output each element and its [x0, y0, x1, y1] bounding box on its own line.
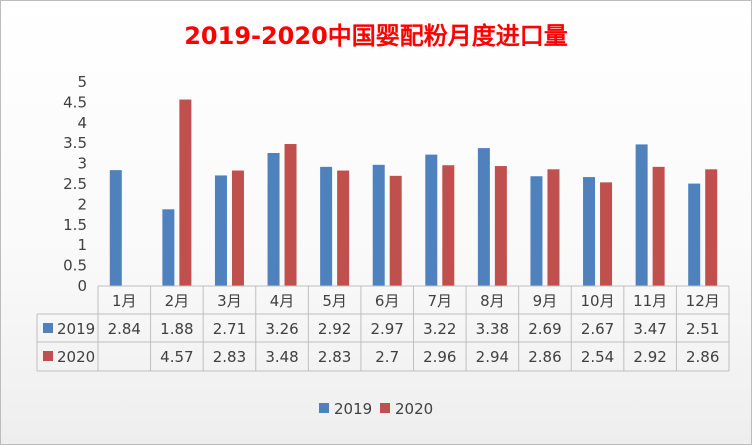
table-value-2019-0: 2.84 — [108, 320, 141, 338]
x-category-label-2: 3月 — [217, 292, 242, 310]
x-category-label-1: 2月 — [165, 292, 190, 310]
table-value-2020-1: 4.57 — [160, 348, 193, 366]
y-tick-label-10: 5 — [77, 73, 87, 91]
y-tick-label-9: 4.5 — [63, 93, 87, 111]
bar-2019-11 — [688, 183, 701, 286]
legend-key-2019 — [319, 403, 329, 413]
table-value-2019-7: 3.38 — [476, 320, 509, 338]
table-value-2019-8: 2.69 — [528, 320, 561, 338]
table-value-2019-6: 3.22 — [423, 320, 456, 338]
x-category-label-10: 11月 — [633, 292, 667, 310]
x-category-label-11: 12月 — [686, 292, 720, 310]
table-value-2019-5: 2.97 — [371, 320, 404, 338]
table-value-2020-5: 2.7 — [375, 348, 399, 366]
table-value-2020-7: 2.94 — [476, 348, 509, 366]
y-tick-label-3: 1.5 — [63, 216, 87, 234]
bar-2019-1 — [162, 209, 175, 286]
x-category-label-8: 9月 — [533, 292, 558, 310]
table-legend-key-2019 — [43, 323, 53, 333]
bar-2020-5 — [389, 175, 402, 286]
bar-2020-1 — [179, 99, 192, 286]
legend-label-2019: 2019 — [334, 400, 372, 418]
y-tick-label-0: 0 — [77, 277, 87, 295]
bar-2020-9 — [600, 182, 613, 286]
table-series-name-2019: 2019 — [57, 320, 95, 338]
bar-2020-11 — [705, 169, 718, 286]
table-value-2019-10: 3.47 — [633, 320, 666, 338]
bar-2019-5 — [372, 164, 385, 286]
bar-2019-7 — [477, 148, 490, 286]
y-tick-label-5: 2.5 — [63, 175, 87, 193]
table-legend-key-2020 — [43, 351, 53, 361]
legend-key-2020 — [380, 403, 390, 413]
table-value-2019-9: 2.67 — [581, 320, 614, 338]
bar-2019-3 — [267, 152, 280, 286]
chart-title: 2019-2020中国婴配粉月度进口量 — [184, 22, 568, 50]
table-series-name-2020: 2020 — [57, 348, 95, 366]
table-value-2019-1: 1.88 — [160, 320, 193, 338]
x-category-label-0: 1月 — [112, 292, 137, 310]
y-tick-label-7: 3.5 — [63, 134, 87, 152]
bar-2019-2 — [214, 175, 227, 286]
x-category-label-7: 8月 — [480, 292, 505, 310]
table-value-2020-3: 3.48 — [265, 348, 298, 366]
x-category-label-5: 6月 — [375, 292, 400, 310]
bar-2020-10 — [652, 166, 665, 286]
y-tick-label-1: 0.5 — [63, 257, 87, 275]
bar-2020-6 — [442, 165, 455, 286]
y-tick-label-2: 1 — [77, 236, 87, 254]
bar-2020-8 — [547, 169, 560, 286]
bar-2020-4 — [337, 170, 350, 286]
bar-2019-9 — [583, 177, 596, 286]
x-category-label-6: 7月 — [428, 292, 453, 310]
table-value-2019-4: 2.92 — [318, 320, 351, 338]
table-value-2019-3: 3.26 — [265, 320, 298, 338]
table-value-2020-11: 2.86 — [686, 348, 719, 366]
bar-2019-6 — [425, 154, 438, 286]
legend-label-2020: 2020 — [395, 400, 433, 418]
bar-2020-7 — [494, 166, 507, 286]
table-value-2020-9: 2.54 — [581, 348, 614, 366]
y-tick-label-4: 2 — [77, 195, 87, 213]
table-value-2020-4: 2.83 — [318, 348, 351, 366]
x-category-label-9: 10月 — [580, 292, 614, 310]
y-tick-label-6: 3 — [77, 155, 87, 173]
table-value-2019-11: 2.51 — [686, 320, 719, 338]
x-category-label-4: 5月 — [322, 292, 347, 310]
bar-2019-4 — [320, 166, 333, 286]
table-value-2020-6: 2.96 — [423, 348, 456, 366]
bar-2020-3 — [284, 144, 297, 286]
x-category-label-3: 4月 — [270, 292, 295, 310]
table-value-2020-10: 2.92 — [633, 348, 666, 366]
bar-2019-10 — [635, 144, 648, 286]
table-value-2020-2: 2.83 — [213, 348, 246, 366]
y-tick-label-8: 4 — [77, 114, 87, 132]
table-value-2020-8: 2.86 — [528, 348, 561, 366]
bar-2019-0 — [109, 170, 122, 286]
bar-2020-2 — [231, 170, 244, 286]
bar-2019-8 — [530, 176, 543, 286]
table-value-2019-2: 2.71 — [213, 320, 246, 338]
